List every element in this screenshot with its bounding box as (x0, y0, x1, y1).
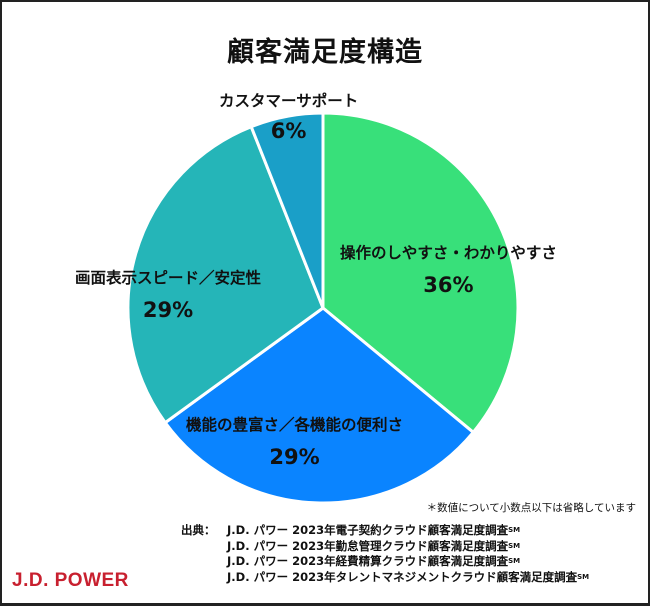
label-ease-of-use: 操作のしやすさ・わかりやすさ 36% (340, 244, 557, 297)
chart-title: 顧客満足度構造 (227, 37, 423, 68)
slice-customer-support (249, 111, 325, 309)
slice-functionality (163, 306, 476, 505)
slice-ease-of-use (321, 111, 520, 435)
source-line: 出典： J.D. パワー 2023年電子契約クラウド顧客満足度調査 SM (181, 523, 521, 537)
source-line: J.D. パワー 2023年勤怠管理クラウド顧客満足度調査 SM (227, 538, 521, 553)
source-line: J.D. パワー 2023年経費精算クラウド顧客満足度調査 SM (227, 554, 521, 568)
footnote: ＊数値について小数点以下は省略しています (426, 502, 636, 514)
slice-speed-stability (126, 124, 325, 425)
label-speed-stability: 画面表示スピード／安定性 29% (75, 269, 262, 322)
source-list: 出典： J.D. パワー 2023年電子契約クラウド顧客満足度調査 SM J.D. … (181, 523, 589, 585)
jd-power-logo: J.D. POWER (12, 570, 129, 591)
source-line: J.D. パワー 2023年タレントマネジメントクラウド顧客満足度調査 SM (227, 569, 590, 584)
label-functionality: 機能の豊富さ／各機能の便利さ 29% (186, 416, 404, 469)
label-customer-support: カスタマーサポート 6% (219, 92, 359, 143)
